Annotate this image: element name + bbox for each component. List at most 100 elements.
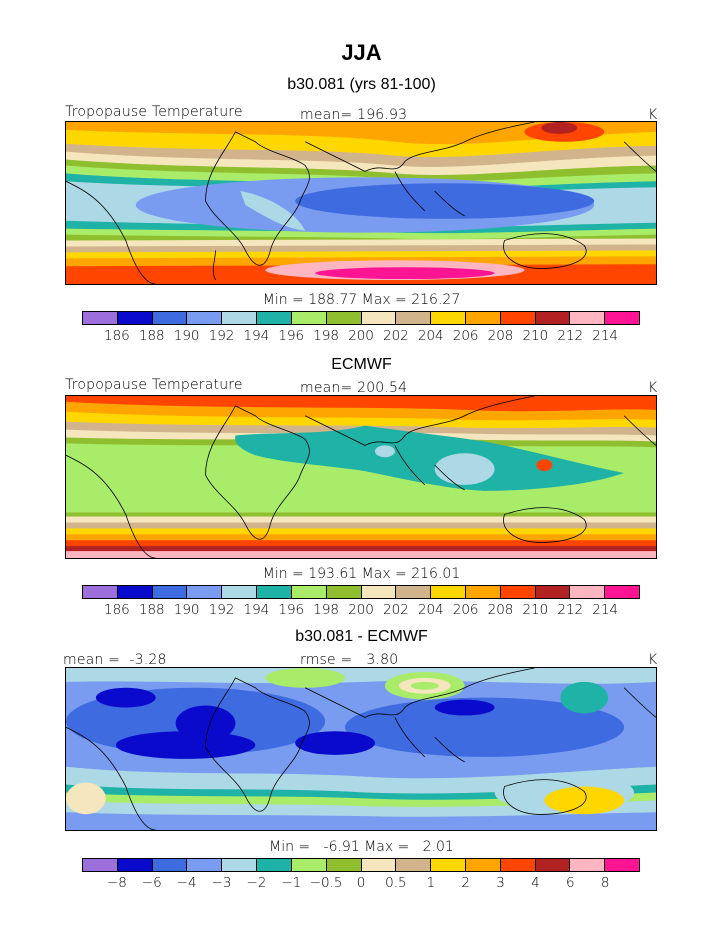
panel-2-units-label: K	[648, 380, 658, 396]
colorbar-tick-label: 208	[487, 328, 514, 344]
colorbar-swatch	[152, 586, 188, 598]
panel-1-mean-label: mean= 196.93	[300, 107, 408, 123]
panel-2-colorbar	[82, 585, 640, 599]
colorbar-tick-label: 0	[356, 875, 366, 891]
panel-2-map	[65, 395, 657, 559]
colorbar-tick-label: 192	[208, 328, 235, 344]
colorbar-swatch	[465, 312, 501, 324]
colorbar-tick-label: 0.5	[385, 875, 407, 891]
panel-1-units-label: K	[648, 107, 658, 123]
panel-3-subtitle: b30.081 - ECMWF	[295, 628, 428, 645]
colorbar-tick-label: 190	[173, 602, 200, 618]
colorbar-swatch	[152, 859, 188, 871]
colorbar-tick-label: −8	[106, 875, 127, 891]
colorbar-swatch	[535, 586, 571, 598]
colorbar-swatch	[361, 586, 397, 598]
colorbar-tick-label: 3	[496, 875, 505, 891]
colorbar-swatch	[500, 312, 536, 324]
panel-2-colorbar-ticks: 186 188 190 192 194 196 198 200 202 204 …	[82, 602, 640, 618]
colorbar-tick-label: 206	[452, 328, 479, 344]
colorbar-tick-label: 190	[173, 328, 200, 344]
colorbar-swatch	[361, 312, 397, 324]
colorbar-tick-label: 196	[278, 602, 305, 618]
colorbar-tick-label: 196	[278, 328, 305, 344]
panel-3-colorbar	[82, 858, 640, 872]
panel-2-mean-label: mean= 200.54	[300, 380, 408, 396]
panel-1-colorbar-ticks: 186 188 190 192 194 196 198 200 202 204 …	[82, 328, 640, 344]
colorbar-swatch	[83, 859, 118, 871]
colorbar-swatch	[291, 312, 327, 324]
colorbar-swatch	[187, 586, 223, 598]
colorbar-tick-label: 4	[531, 875, 540, 891]
panel-3-mean-label: mean = -3.28	[63, 652, 167, 668]
colorbar-swatch	[257, 586, 292, 598]
colorbar-swatch	[431, 312, 466, 324]
panel-2-min-max: Min = 193.61 Max = 216.01	[262, 566, 461, 582]
colorbar-tick-label: 204	[417, 602, 444, 618]
colorbar-swatch	[535, 312, 571, 324]
colorbar-tick-label: 202	[382, 328, 409, 344]
colorbar-tick-label: 206	[452, 602, 479, 618]
panel-1-variable-label: Tropopause Temperature	[65, 104, 243, 120]
colorbar-tick-label: 188	[138, 328, 165, 344]
panel-2-variable-label: Tropopause Temperature	[65, 377, 243, 393]
panel-3-min-max: Min = -6.91 Max = 2.01	[269, 839, 454, 855]
panel-1-field	[66, 122, 656, 284]
colorbar-tick-label: 214	[592, 328, 619, 344]
colorbar-swatch	[605, 586, 639, 598]
colorbar-swatch	[361, 859, 397, 871]
colorbar-tick-label: 202	[382, 602, 409, 618]
colorbar-swatch	[326, 312, 362, 324]
colorbar-swatch	[291, 586, 327, 598]
panel-3-rmse-label: rmse = 3.80	[300, 652, 399, 668]
colorbar-tick-label: 188	[138, 602, 165, 618]
colorbar-swatch	[257, 859, 292, 871]
colorbar-tick-label: 186	[103, 328, 130, 344]
colorbar-tick-label: 1	[426, 875, 436, 891]
colorbar-swatch	[396, 312, 432, 324]
colorbar-swatch	[431, 859, 466, 871]
colorbar-swatch	[535, 859, 571, 871]
colorbar-tick-label: 200	[348, 602, 374, 618]
colorbar-swatch	[222, 312, 258, 324]
panel-3-colorbar-ticks: −8 −6 −4 −3 −2 −1 −0.5 0 0.5 1 2 3 4 6 8	[82, 875, 640, 891]
colorbar-tick-label: −0.5	[309, 875, 343, 891]
colorbar-swatch	[605, 312, 639, 324]
panel-1-subtitle: b30.081 (yrs 81-100)	[287, 76, 436, 93]
colorbar-swatch	[465, 586, 501, 598]
colorbar-tick-label: 212	[557, 602, 584, 618]
panel-2-field	[66, 396, 656, 558]
page-title: JJA	[341, 40, 382, 65]
colorbar-tick-label: 194	[243, 602, 270, 618]
colorbar-tick-label: 210	[522, 602, 549, 618]
colorbar-swatch	[570, 312, 606, 324]
colorbar-swatch	[187, 859, 223, 871]
colorbar-swatch	[152, 312, 188, 324]
panel-1-map	[65, 121, 657, 285]
colorbar-swatch	[396, 859, 432, 871]
colorbar-swatch	[396, 586, 432, 598]
colorbar-tick-label: −2	[246, 875, 267, 891]
colorbar-tick-label: 210	[522, 328, 549, 344]
colorbar-swatch	[326, 859, 362, 871]
panel-3-map	[65, 667, 657, 831]
colorbar-tick-label: −1	[281, 875, 302, 891]
colorbar-tick-label: 2	[461, 875, 470, 891]
colorbar-swatch	[117, 859, 153, 871]
colorbar-swatch	[222, 859, 258, 871]
colorbar-swatch	[117, 312, 153, 324]
panel-2-subtitle: ECMWF	[331, 356, 392, 373]
colorbar-swatch	[431, 586, 466, 598]
colorbar-swatch	[117, 586, 153, 598]
colorbar-swatch	[326, 586, 362, 598]
colorbar-tick-label: 212	[557, 328, 584, 344]
colorbar-swatch	[222, 586, 258, 598]
colorbar-tick-label: 186	[103, 602, 130, 618]
colorbar-tick-label: 208	[487, 602, 514, 618]
colorbar-swatch	[570, 859, 606, 871]
panel-1-colorbar	[82, 311, 640, 325]
panel-3-field	[66, 668, 656, 830]
panel-3-units-label: K	[648, 652, 658, 668]
colorbar-tick-label: 204	[417, 328, 444, 344]
colorbar-swatch	[500, 586, 536, 598]
